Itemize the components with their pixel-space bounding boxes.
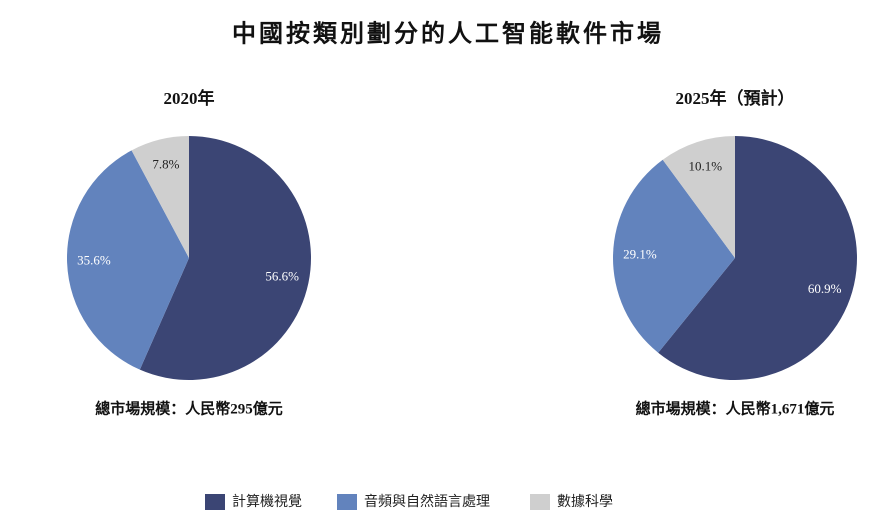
pie-slice [67, 150, 189, 370]
value-label: 35.6% [77, 253, 111, 268]
legend-label: 計算機視覺 [232, 494, 302, 510]
pie-slice [139, 136, 311, 380]
pie-slice [662, 136, 735, 258]
pie-title: 2020年 [164, 88, 215, 108]
chart-title: 中國按類別劃分的人工智能軟件市場 [232, 20, 664, 48]
value-label: 7.8% [152, 157, 179, 172]
pie-note: 總市場規模：人民幣295億元 [95, 399, 283, 417]
value-label: 56.6% [265, 269, 299, 284]
pie-title: 2025年（預計） [676, 88, 795, 108]
legend-label: 音頻與自然語言處理 [364, 493, 490, 510]
value-label: 10.1% [689, 159, 723, 174]
legend-swatch [337, 494, 357, 510]
legend-swatch [530, 494, 550, 510]
pie-slice [131, 136, 189, 258]
pie-note: 總市場規模：人民幣1,671億元 [636, 399, 835, 417]
pie-slice [612, 159, 735, 353]
value-label: 60.9% [808, 281, 842, 296]
legend-label: 數據科學 [557, 494, 613, 510]
value-label: 29.1% [623, 247, 657, 262]
legend-swatch [205, 494, 225, 510]
pie-slice [658, 136, 857, 380]
